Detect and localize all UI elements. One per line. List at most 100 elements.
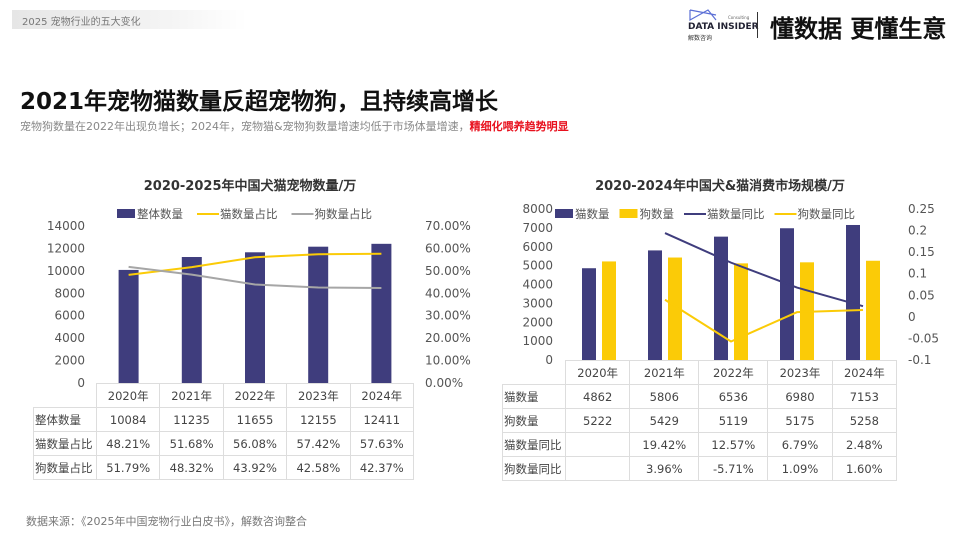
- table-row: 整体数量 10084 11235 11655 12155 12411: [33, 407, 415, 432]
- table-header-cell: 2021年: [629, 360, 700, 385]
- table-row: 猫数量 4862 5806 6536 6980 7153: [502, 384, 898, 409]
- table-cell: 12155: [286, 407, 351, 432]
- table-cell: 42.37%: [349, 455, 415, 480]
- table-cell: 5429: [629, 408, 700, 433]
- table-header-cell: 2022年: [222, 383, 288, 408]
- table-cell: 56.08%: [222, 431, 288, 456]
- y2-tick-label: 70.00%: [425, 219, 471, 233]
- chart1-data-table: 2020年 2021年 2022年 2023年 2024年 整体数量 10084 11235 1…: [33, 383, 415, 480]
- table-cell: 5119: [698, 408, 769, 433]
- table-header-cell: 2022年: [698, 360, 769, 385]
- table-header-cell: 2024年: [349, 383, 415, 408]
- bar-狗数量: [602, 261, 616, 360]
- legend-label: 猫数量同比: [707, 207, 765, 221]
- data-insider-logo: Consulting DATA INSIDER 解数咨询: [688, 8, 759, 42]
- bar-猫数量: [648, 250, 662, 360]
- logo-consulting: Consulting: [728, 15, 750, 20]
- y2-tick-label: 10.00%: [425, 354, 471, 368]
- y2-tick-label: 0.00%: [425, 376, 463, 390]
- table-header-row: 2020年 2021年 2022年 2023年 2024年: [34, 383, 415, 408]
- table-cell: 11235: [159, 407, 224, 432]
- table-cell: 43.92%: [222, 455, 288, 480]
- table-row: 猫数量占比 48.21% 51.68% 56.08% 57.42% 57.63%: [33, 431, 415, 456]
- y-tick-label: 14000: [47, 219, 85, 233]
- y2-tick-label: 0.2: [908, 224, 927, 238]
- table-header-cell: 2021年: [159, 383, 224, 408]
- y-tick-label: 8000: [54, 286, 85, 300]
- line-狗数量占比: [128, 265, 382, 289]
- y2-tick-label: 0.15: [908, 245, 935, 259]
- line-猫数量同比: [664, 232, 864, 308]
- chart1-title: 2020-2025年中国犬猫宠物数量/万: [143, 179, 357, 194]
- table-cell: 19.42%: [629, 432, 700, 457]
- table-cell: 2.48%: [831, 432, 898, 457]
- row-label: 狗数量: [502, 408, 566, 433]
- bar-整体数量: [181, 257, 202, 383]
- table-cell: 11655: [222, 407, 288, 432]
- y2-tick-label: 20.00%: [425, 331, 471, 345]
- table-header-row: 2020年 2021年 2022年 2023年 2024年: [503, 360, 898, 385]
- legend-swatch: [117, 209, 135, 218]
- bar-整体数量: [308, 246, 329, 383]
- table-row: 狗数量同比 3.96% -5.71% 1.09% 1.60%: [502, 456, 898, 481]
- y2-tick-label: 0.1: [908, 267, 927, 281]
- source-note: 数据来源：《2025年中国宠物行业白皮书》，解数咨询整合: [26, 515, 307, 528]
- table-cell: 12411: [349, 407, 415, 432]
- table-header-cell: 2024年: [831, 360, 898, 385]
- y-tick-label: 2000: [54, 354, 85, 368]
- y2-tick-label: 30.00%: [425, 309, 471, 323]
- logo-divider: [757, 12, 758, 38]
- chart1-plot: 0 2000 4000 6000 8000 10000 12000 14000 0.00% 10.…: [47, 207, 471, 390]
- legend-label: 狗数量占比: [315, 207, 373, 221]
- y-tick-label: 7000: [522, 221, 553, 235]
- legend-label: 狗数量同比: [798, 207, 856, 221]
- legend-label: 狗数量: [640, 207, 675, 221]
- page-title: 2021年宠物猫数量反超宠物狗，且持续高增长: [20, 89, 499, 115]
- y2-tick-label: 0.25: [908, 202, 935, 216]
- y-tick-label: 6000: [54, 309, 85, 323]
- table-cell: [564, 432, 631, 457]
- table-cell: -5.71%: [698, 456, 769, 481]
- bar-狗数量: [734, 263, 748, 360]
- y-tick-label: 6000: [522, 240, 553, 254]
- table-cell: 12.57%: [698, 432, 769, 457]
- table-cell: [564, 456, 631, 481]
- y-tick-label: 10000: [47, 264, 85, 278]
- subtitle-text: 宠物狗数量在2022年出现负增长；2024年，宠物猫&宠物狗数量增速均低于市场体…: [20, 120, 470, 133]
- table-cell: 57.63%: [349, 431, 415, 456]
- y-tick-label: 2000: [522, 315, 553, 329]
- table-cell: 42.58%: [286, 455, 351, 480]
- bar-狗数量: [866, 260, 880, 360]
- y-tick-label: 4000: [54, 331, 85, 345]
- table-row: 狗数量 5222 5429 5119 5175 5258: [502, 408, 898, 433]
- y2-tick-label: 40.00%: [425, 286, 471, 300]
- y-tick-label: 3000: [522, 296, 553, 310]
- y-tick-label: 12000: [47, 241, 85, 255]
- page-subtitle: 宠物狗数量在2022年出现负增长；2024年，宠物猫&宠物狗数量增速均低于市场体…: [20, 118, 569, 134]
- legend-label: 猫数量占比: [220, 207, 278, 221]
- line-猫数量占比: [128, 252, 382, 276]
- logo-cn: 解数咨询: [688, 35, 713, 42]
- y2-tick-label: 0: [908, 310, 916, 324]
- logo-text: DATA INSIDER: [688, 22, 759, 32]
- section-banner: 2025 宠物行业的五大变化: [12, 10, 247, 29]
- legend-label: 猫数量: [575, 207, 610, 221]
- y2-tick-label: 50.00%: [425, 264, 471, 278]
- table-cell: 7153: [831, 384, 898, 409]
- subtitle-highlight: 精细化喂养趋势明显: [469, 120, 569, 133]
- table-cell: 57.42%: [286, 431, 351, 456]
- row-label: 狗数量占比: [33, 455, 97, 480]
- table-cell: 4862: [564, 384, 631, 409]
- table-cell: 48.32%: [159, 455, 224, 480]
- table-cell: 1.09%: [767, 456, 833, 481]
- legend-swatch: [619, 209, 638, 218]
- line-狗数量同比: [664, 298, 864, 343]
- table-row: 猫数量同比 19.42% 12.57% 6.79% 2.48%: [502, 432, 898, 457]
- y2-tick-label: -0.05: [908, 331, 939, 345]
- y-tick-label: 8000: [522, 202, 553, 216]
- table-cell: 6536: [698, 384, 769, 409]
- row-label: 整体数量: [33, 407, 97, 432]
- slogan: 懂数据 更懂生意: [770, 15, 947, 43]
- table-header-cell: 2023年: [286, 383, 351, 408]
- row-label: 猫数量占比: [33, 431, 97, 456]
